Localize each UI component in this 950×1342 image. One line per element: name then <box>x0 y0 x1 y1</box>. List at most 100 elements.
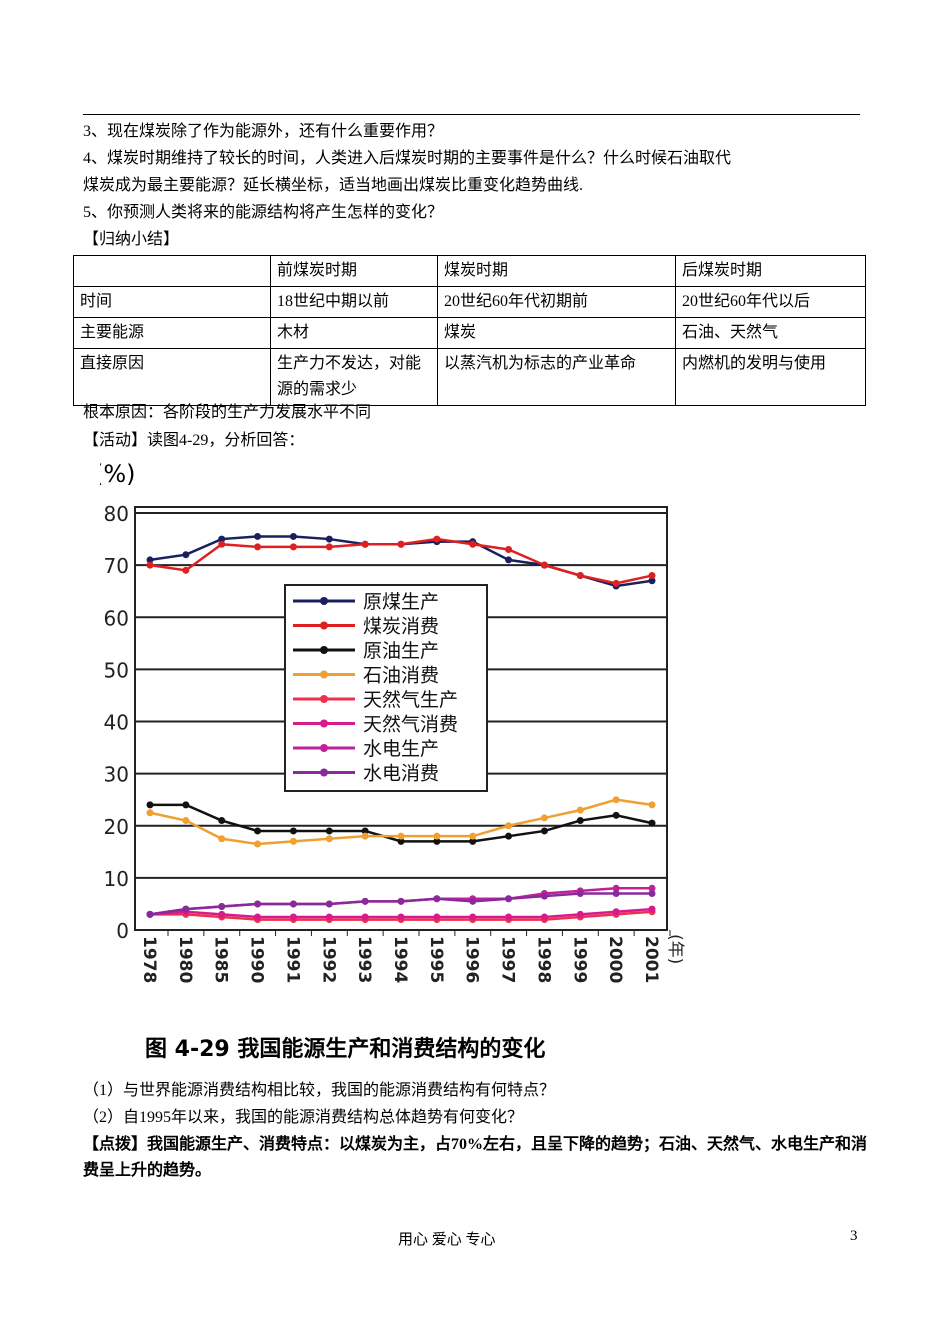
header-cell: 后煤炭时期 <box>675 255 866 287</box>
x-tick-label: 1978 <box>139 936 159 983</box>
data-point <box>469 540 477 548</box>
data-point <box>612 579 620 587</box>
data-point <box>469 837 477 845</box>
section-heading: 【活动】读图4-29，分析回答： <box>83 432 305 449</box>
data-point <box>612 890 620 898</box>
data-point <box>146 910 154 918</box>
data-point <box>218 910 226 918</box>
data-point <box>505 832 513 840</box>
data-point <box>182 551 190 559</box>
y-tick-label: 50 <box>104 658 129 682</box>
data-point <box>182 905 190 913</box>
x-tick-label: 1985 <box>211 936 231 983</box>
data-point <box>325 543 333 551</box>
data-point <box>505 913 513 921</box>
cell: 木材 <box>270 317 438 349</box>
data-point <box>182 566 190 574</box>
x-tick-label: 2001 <box>641 936 661 983</box>
x-tick-label: 1995 <box>426 936 446 983</box>
data-point <box>325 835 333 843</box>
data-point <box>540 814 548 822</box>
data-point <box>612 908 620 916</box>
question: 煤炭成为最主要能源？延长横坐标，适当地画出煤炭比重变化趋势曲线. <box>83 177 584 194</box>
legend-marker <box>320 719 328 728</box>
data-point <box>254 913 262 921</box>
data-point <box>325 913 333 921</box>
data-point <box>648 819 656 827</box>
x-tick-label: 1990 <box>247 936 267 983</box>
data-point <box>505 556 513 564</box>
legend-label: 天然气消费 <box>363 714 458 736</box>
data-point <box>361 540 369 548</box>
data-point <box>469 897 477 905</box>
x-tick-label: 1992 <box>318 936 338 983</box>
tip-text: 我国能源生产、消费特点：以煤炭为主，占70%左右，且呈下降的趋势；石油、天然气、… <box>83 1136 868 1179</box>
cell: 20世纪60年代初期前 <box>437 286 676 318</box>
cell: 内燃机的发明与使用 <box>675 348 866 406</box>
data-point <box>325 827 333 835</box>
question: （1）与世界能源消费结构相比较，我国的能源消费结构有何特点？ <box>83 1082 556 1099</box>
y-tick-label: 80 <box>104 502 129 526</box>
data-point <box>648 884 656 892</box>
legend-label: 原油生产 <box>363 640 439 662</box>
data-point <box>433 832 441 840</box>
footer-slogan: 用心 爱心 专心 <box>398 1232 496 1248</box>
data-point <box>505 822 513 830</box>
header-cell: 煤炭时期 <box>437 255 676 287</box>
data-point <box>612 884 620 892</box>
tip-label: 【点拨】 <box>83 1136 148 1153</box>
y-axis-label: (%) <box>100 460 136 488</box>
data-point <box>289 900 297 908</box>
cell: 石油、天然气 <box>675 317 866 349</box>
legend-marker <box>320 646 328 654</box>
empty-cell <box>73 255 271 287</box>
y-tick-label: 70 <box>104 554 129 578</box>
legend-label: 煤炭消费 <box>363 616 439 638</box>
y-tick-label: 0 <box>116 919 129 943</box>
y-tick-label: 30 <box>104 763 129 787</box>
data-point <box>505 545 513 553</box>
data-point <box>397 837 405 845</box>
data-point <box>254 532 262 540</box>
data-point <box>361 832 369 840</box>
data-point <box>254 840 262 848</box>
question: 5、你预测人类将来的能源结构将产生怎样的变化？ <box>83 204 444 221</box>
legend-marker <box>320 744 328 752</box>
data-point <box>433 837 441 845</box>
data-point <box>218 835 226 843</box>
tip: 【点拨】我国能源生产、消费特点：以煤炭为主，占70%左右，且呈下降的趋势；石油、… <box>83 1132 868 1184</box>
data-point <box>433 535 441 543</box>
data-point <box>361 827 369 835</box>
data-point <box>540 913 548 921</box>
data-point <box>361 913 369 921</box>
data-point <box>361 897 369 905</box>
legend-marker <box>320 597 328 605</box>
data-point <box>576 572 584 580</box>
data-point <box>397 897 405 905</box>
x-tick-label: 1980 <box>175 936 195 983</box>
legend-label: 原煤生产 <box>363 591 439 613</box>
legend-label: 水电生产 <box>363 738 439 760</box>
data-point <box>254 900 262 908</box>
data-point <box>540 892 548 900</box>
data-point <box>576 817 584 825</box>
y-tick-label: 60 <box>104 606 129 630</box>
question: （2）自1995年以来，我国的能源消费结构总体趋势有何变化？ <box>83 1109 524 1126</box>
data-point <box>289 913 297 921</box>
x-tick-label: 1993 <box>354 936 374 983</box>
data-point <box>648 905 656 913</box>
legend-label: 石油消费 <box>363 665 439 687</box>
data-point <box>612 796 620 804</box>
data-point <box>469 832 477 840</box>
x-tick-label: 1999 <box>569 936 589 983</box>
data-point <box>218 535 226 543</box>
data-point <box>612 811 620 819</box>
cell: 时间 <box>73 286 271 318</box>
x-tick-label: 2000 <box>605 936 625 983</box>
data-point <box>218 903 226 911</box>
page-number: 3 <box>850 1228 858 1244</box>
data-point <box>325 535 333 543</box>
data-point <box>289 837 297 845</box>
question: 4、煤炭时期维持了较长的时间，人类进入后煤炭时期的主要事件是什么？什么时候石油取… <box>83 150 732 167</box>
